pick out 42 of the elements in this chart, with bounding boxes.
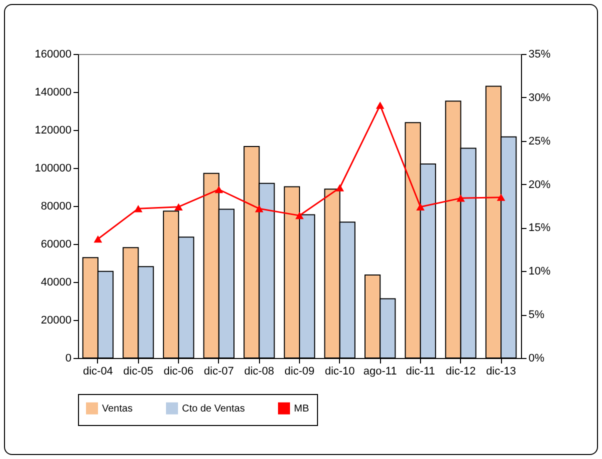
y2-tick-label: 10% (528, 266, 551, 278)
x-tick-label: dic-12 (446, 366, 476, 378)
x-tick-label: dic-07 (204, 366, 234, 378)
point (376, 102, 384, 109)
x-tick-label: dic-06 (164, 366, 194, 378)
x-tick-label: dic-11 (406, 366, 436, 378)
point (496, 194, 506, 201)
point (255, 204, 264, 212)
legend-label: Ventas (102, 403, 133, 414)
x-tick-label: dic-04 (82, 366, 113, 378)
legend-label: Cto de Ventas (182, 403, 245, 414)
y-tick-label: 80000 (40, 200, 72, 212)
point (214, 186, 224, 194)
x-tick-label: ago-11 (363, 366, 397, 378)
y-tick-label: 0 (65, 352, 72, 364)
y2-tick-label: 0% (528, 352, 545, 364)
x-tick-label: dic-05 (123, 366, 154, 378)
legend-label: MB (294, 403, 310, 414)
y-tick-label: 60000 (40, 238, 72, 250)
y2-tick-label: 25% (528, 135, 551, 148)
y-tick-label: 120000 (34, 124, 72, 136)
y2-tick-label: 30% (528, 92, 551, 104)
x-tick-label: dic-13 (486, 366, 516, 378)
point (174, 203, 183, 210)
y2-tick-label: 15% (528, 222, 551, 234)
y-tick-label: 160000 (34, 48, 72, 60)
y2-tick-label: 20% (528, 178, 551, 191)
y-tick-label: 40000 (40, 276, 72, 288)
point (456, 194, 465, 202)
y2-tick-label: 5% (528, 309, 545, 322)
point (94, 235, 102, 243)
x-tick-label: dic-08 (244, 366, 274, 378)
x-tick-label: dic-09 (284, 366, 314, 378)
point (416, 203, 425, 210)
y-tick-label: 100000 (34, 162, 72, 174)
point (134, 204, 142, 212)
x-tick-label: dic-10 (324, 366, 355, 378)
y-tick-label: 140000 (34, 86, 72, 98)
y2-tick-label: 35% (528, 48, 551, 60)
point (336, 184, 344, 192)
point (295, 212, 304, 220)
y-tick-label: 20000 (40, 314, 72, 326)
